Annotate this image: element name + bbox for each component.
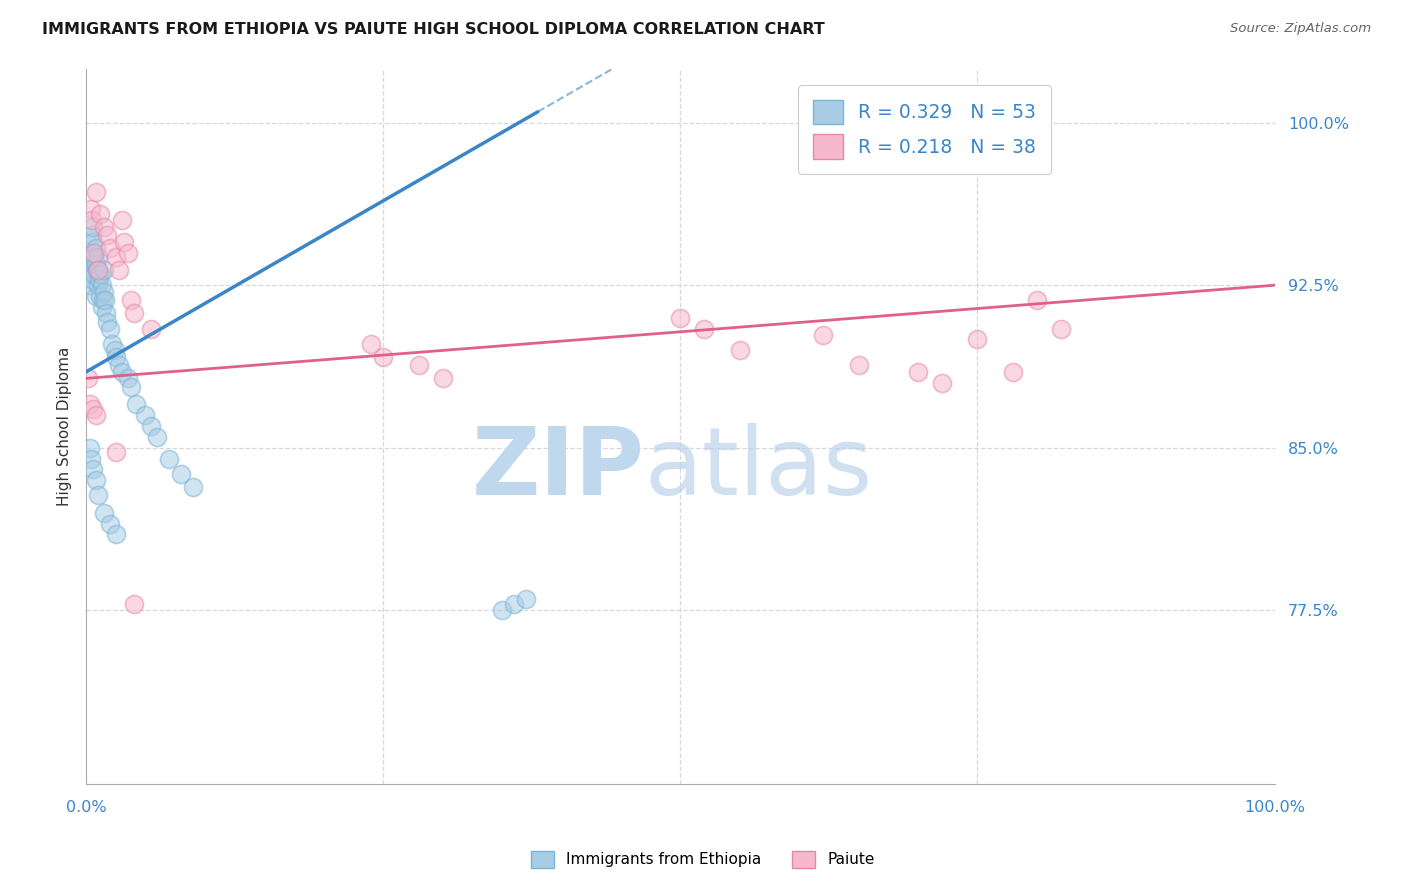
Point — [89, 268, 111, 282]
Point — [79, 278, 101, 293]
Point — [373, 350, 395, 364]
Point — [84, 473, 107, 487]
Point — [408, 359, 430, 373]
Point — [117, 245, 139, 260]
Point — [82, 401, 104, 416]
Point — [1002, 365, 1025, 379]
Point — [90, 300, 112, 314]
Point — [1049, 321, 1071, 335]
Point — [101, 336, 124, 351]
Point — [84, 256, 107, 270]
Point — [96, 315, 118, 329]
Point — [907, 365, 929, 379]
Text: IMMIGRANTS FROM ETHIOPIA VS PAIUTE HIGH SCHOOL DIPLOMA CORRELATION CHART: IMMIGRANTS FROM ETHIOPIA VS PAIUTE HIGH … — [42, 22, 825, 37]
Point — [83, 245, 105, 260]
Point — [93, 506, 115, 520]
Point — [122, 306, 145, 320]
Point — [94, 293, 117, 308]
Point — [112, 235, 135, 249]
Point — [91, 293, 114, 308]
Point — [79, 397, 101, 411]
Point — [104, 350, 127, 364]
Point — [82, 462, 104, 476]
Point — [134, 408, 156, 422]
Y-axis label: High School Diploma: High School Diploma — [58, 346, 72, 506]
Point — [93, 219, 115, 234]
Point — [157, 451, 180, 466]
Point — [98, 241, 121, 255]
Point — [80, 228, 103, 243]
Point — [84, 289, 107, 303]
Point — [87, 488, 110, 502]
Point — [98, 516, 121, 531]
Point — [84, 185, 107, 199]
Point — [87, 263, 110, 277]
Point — [80, 245, 103, 260]
Point — [93, 285, 115, 299]
Point — [89, 289, 111, 303]
Point — [79, 441, 101, 455]
Point — [125, 397, 148, 411]
Point — [77, 268, 100, 282]
Point — [89, 207, 111, 221]
Point — [108, 359, 131, 373]
Point — [83, 268, 105, 282]
Point — [104, 527, 127, 541]
Point — [80, 451, 103, 466]
Point — [931, 376, 953, 390]
Point — [111, 213, 134, 227]
Point — [432, 371, 454, 385]
Point — [141, 321, 163, 335]
Point — [848, 359, 870, 373]
Point — [90, 278, 112, 293]
Point — [503, 597, 526, 611]
Point — [120, 293, 142, 308]
Point — [117, 371, 139, 385]
Point — [170, 467, 193, 481]
Point — [111, 365, 134, 379]
Point — [515, 592, 537, 607]
Point — [491, 603, 513, 617]
Legend: R = 0.329   N = 53, R = 0.218   N = 38: R = 0.329 N = 53, R = 0.218 N = 38 — [799, 85, 1052, 174]
Text: atlas: atlas — [645, 423, 873, 515]
Point — [84, 408, 107, 422]
Point — [83, 250, 105, 264]
Point — [122, 597, 145, 611]
Point — [181, 480, 204, 494]
Point — [82, 235, 104, 249]
Point — [86, 263, 108, 277]
Point — [108, 263, 131, 277]
Point — [120, 380, 142, 394]
Point — [104, 250, 127, 264]
Point — [96, 228, 118, 243]
Point — [141, 419, 163, 434]
Point — [360, 336, 382, 351]
Text: ZIP: ZIP — [472, 423, 645, 515]
Point — [80, 202, 103, 217]
Text: Source: ZipAtlas.com: Source: ZipAtlas.com — [1230, 22, 1371, 36]
Point — [669, 310, 692, 325]
Point — [82, 256, 104, 270]
Point — [104, 445, 127, 459]
Point — [84, 241, 107, 255]
Point — [693, 321, 716, 335]
Point — [80, 271, 103, 285]
Point — [77, 371, 100, 385]
Point — [811, 328, 834, 343]
Point — [146, 430, 169, 444]
Point — [1025, 293, 1047, 308]
Point — [87, 250, 110, 264]
Point — [82, 219, 104, 234]
Point — [966, 332, 988, 346]
Legend: Immigrants from Ethiopia, Paiute: Immigrants from Ethiopia, Paiute — [526, 845, 880, 873]
Point — [728, 343, 751, 358]
Point — [89, 271, 111, 285]
Point — [104, 343, 127, 358]
Point — [98, 321, 121, 335]
Point — [87, 278, 110, 293]
Point — [93, 263, 115, 277]
Point — [80, 213, 103, 227]
Point — [96, 306, 118, 320]
